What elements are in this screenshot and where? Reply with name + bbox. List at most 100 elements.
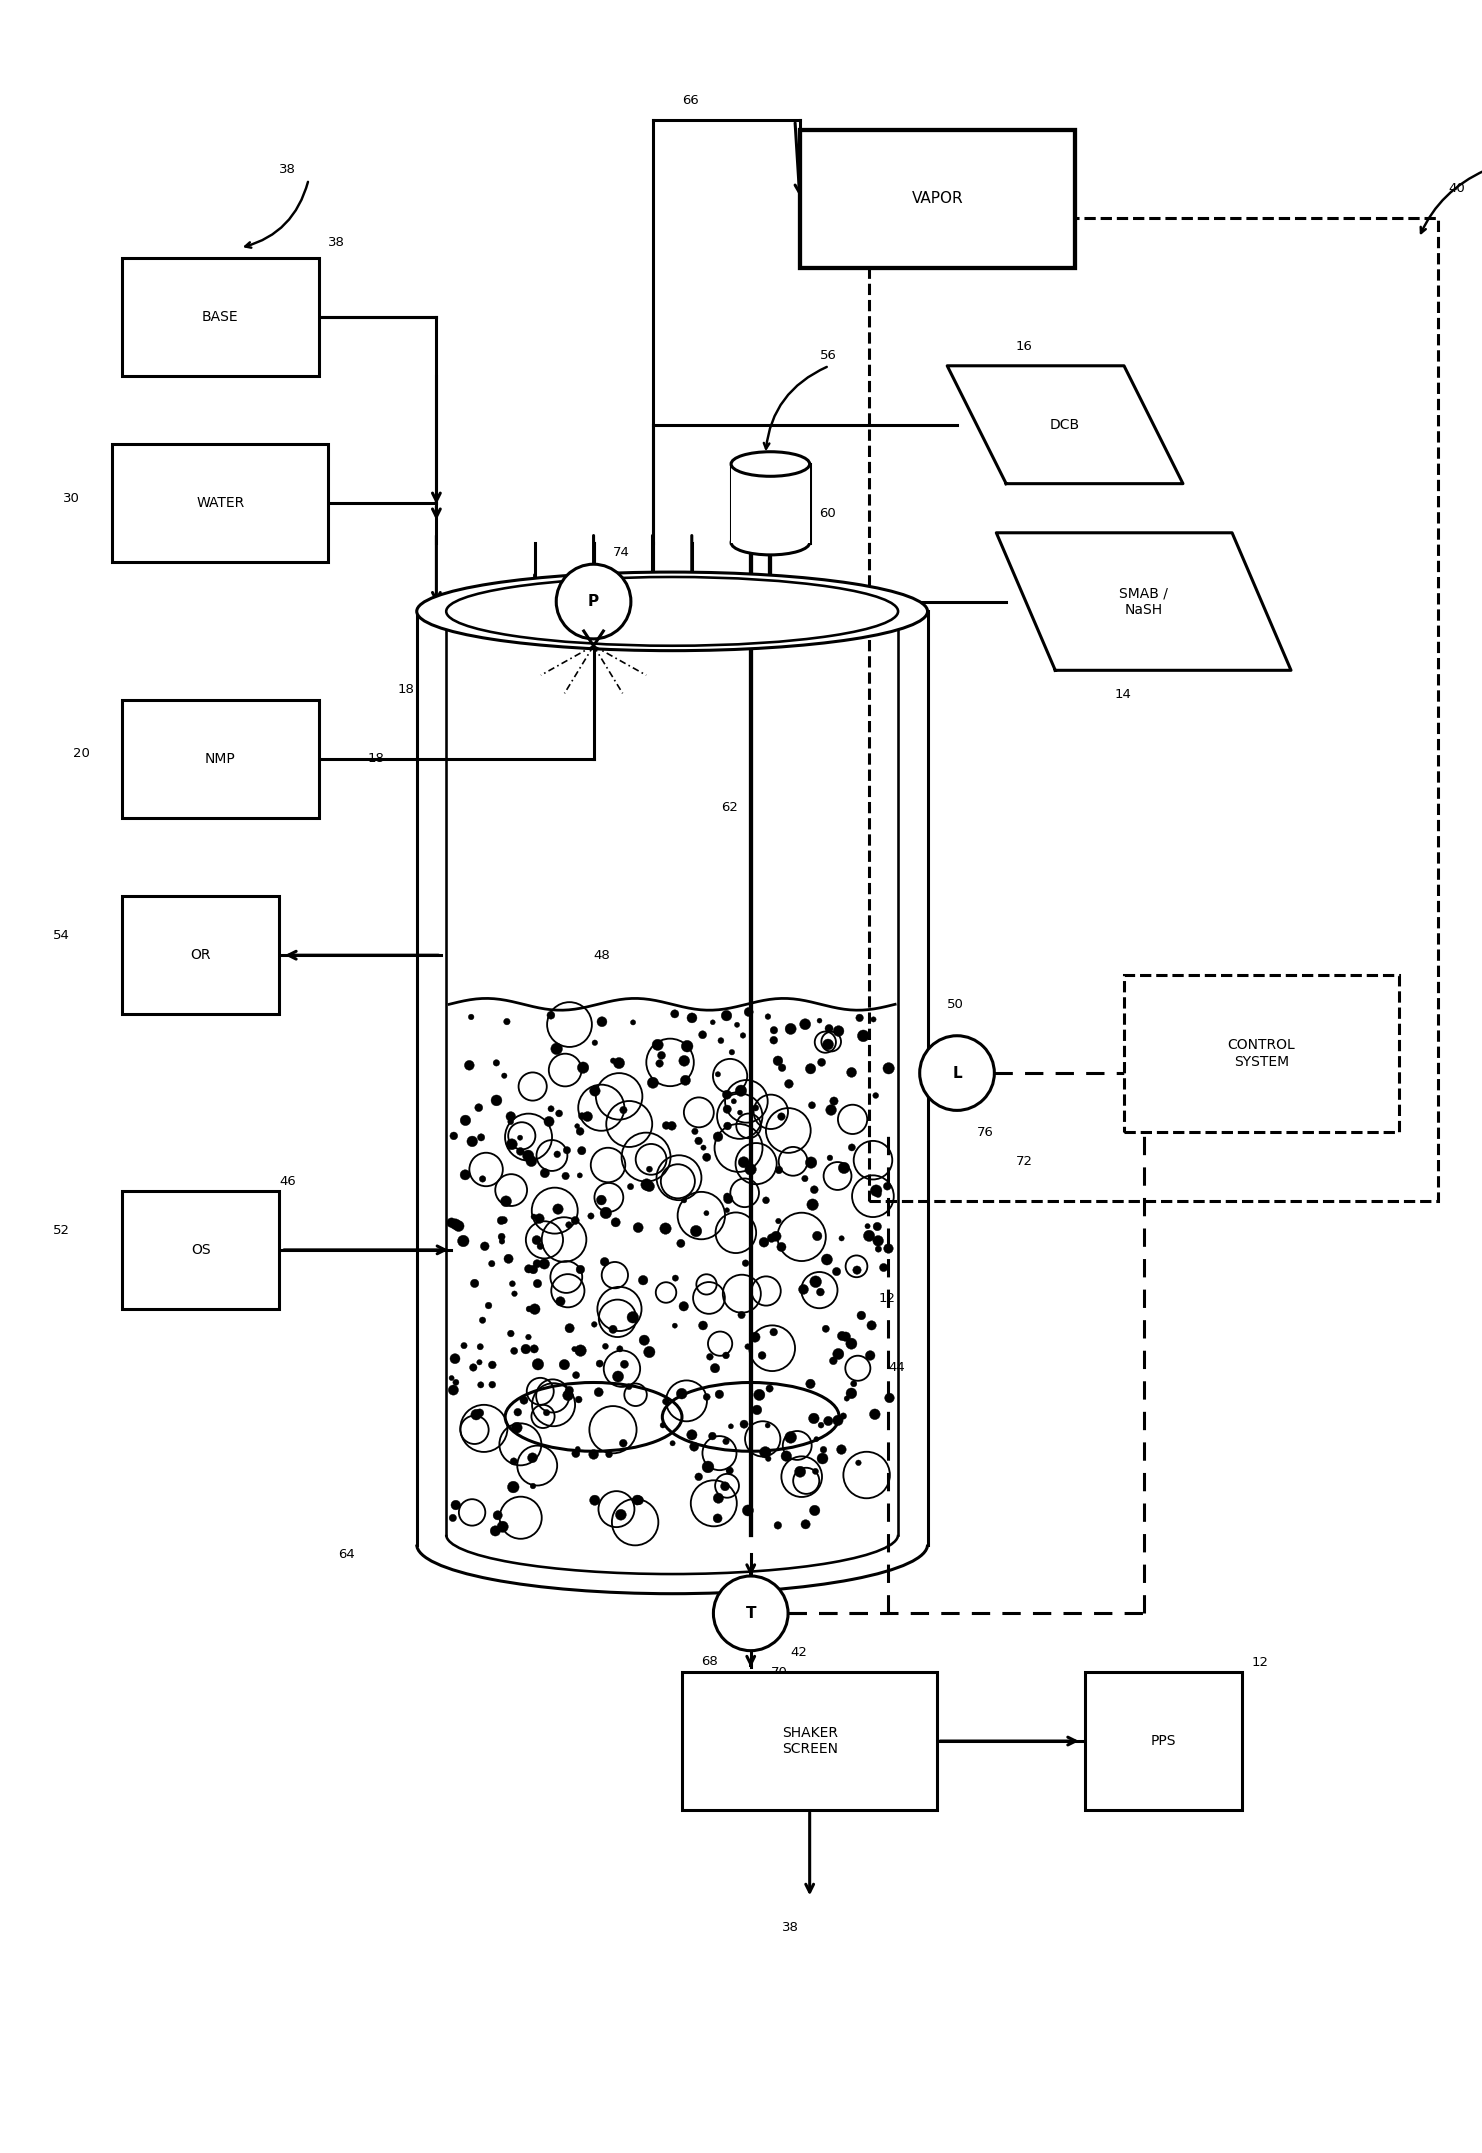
Circle shape <box>698 1031 707 1038</box>
Circle shape <box>710 1363 720 1374</box>
Circle shape <box>768 1234 777 1242</box>
Circle shape <box>529 1266 538 1275</box>
Circle shape <box>809 1412 820 1423</box>
Circle shape <box>553 1204 563 1214</box>
Circle shape <box>811 1186 818 1193</box>
Circle shape <box>507 1139 517 1150</box>
Circle shape <box>639 1275 648 1285</box>
Circle shape <box>717 1038 723 1044</box>
Circle shape <box>753 1406 762 1415</box>
Circle shape <box>458 1236 470 1247</box>
Circle shape <box>609 1326 617 1333</box>
Circle shape <box>659 1423 665 1427</box>
Circle shape <box>671 1010 679 1018</box>
Circle shape <box>725 1208 729 1212</box>
Text: 72: 72 <box>1017 1154 1033 1167</box>
Circle shape <box>491 1096 502 1107</box>
Circle shape <box>479 1318 486 1324</box>
Circle shape <box>544 1117 554 1126</box>
Circle shape <box>855 1014 864 1023</box>
Bar <box>1123 975 1399 1132</box>
Circle shape <box>738 1111 742 1115</box>
Circle shape <box>563 1391 574 1402</box>
Circle shape <box>735 1085 747 1096</box>
Circle shape <box>738 1311 745 1318</box>
Text: WATER: WATER <box>196 497 245 510</box>
Circle shape <box>799 1285 809 1294</box>
Circle shape <box>612 1371 624 1382</box>
Circle shape <box>659 1223 671 1234</box>
Circle shape <box>785 1432 796 1443</box>
Circle shape <box>526 1335 531 1339</box>
Circle shape <box>691 1225 702 1236</box>
Circle shape <box>720 1481 729 1490</box>
Text: 30: 30 <box>64 491 80 506</box>
Circle shape <box>517 1135 523 1141</box>
Bar <box>800 129 1074 267</box>
Circle shape <box>679 1303 689 1311</box>
Circle shape <box>704 1210 708 1216</box>
Circle shape <box>572 1449 579 1458</box>
Circle shape <box>662 1122 670 1130</box>
Circle shape <box>526 1307 532 1311</box>
Text: 66: 66 <box>682 95 698 108</box>
Circle shape <box>575 1395 582 1404</box>
Circle shape <box>806 1199 818 1210</box>
Circle shape <box>547 1012 554 1018</box>
Circle shape <box>781 1451 791 1462</box>
Text: 38: 38 <box>781 1920 799 1933</box>
Bar <box>868 217 1439 1201</box>
Circle shape <box>777 1242 785 1251</box>
Circle shape <box>514 1408 522 1417</box>
Circle shape <box>846 1068 857 1076</box>
Circle shape <box>508 1120 514 1124</box>
Circle shape <box>710 1021 716 1025</box>
Circle shape <box>639 1335 649 1346</box>
Circle shape <box>575 1346 587 1356</box>
Bar <box>122 258 319 375</box>
Circle shape <box>633 1223 643 1232</box>
Circle shape <box>477 1135 485 1141</box>
Circle shape <box>754 1389 765 1399</box>
Text: 60: 60 <box>820 506 836 519</box>
Circle shape <box>833 1025 843 1036</box>
Circle shape <box>800 1018 811 1029</box>
Circle shape <box>572 1346 576 1352</box>
Circle shape <box>821 1253 833 1266</box>
Circle shape <box>883 1182 891 1191</box>
Circle shape <box>873 1236 883 1247</box>
Circle shape <box>591 1322 597 1326</box>
Circle shape <box>745 1343 750 1350</box>
Circle shape <box>738 1156 750 1167</box>
Text: SHAKER
SCREEN: SHAKER SCREEN <box>781 1727 837 1757</box>
Circle shape <box>477 1382 485 1389</box>
Circle shape <box>818 1423 824 1427</box>
Circle shape <box>504 1018 510 1025</box>
Circle shape <box>858 1029 868 1042</box>
Circle shape <box>876 1247 882 1253</box>
Circle shape <box>556 1111 563 1117</box>
Circle shape <box>723 1104 732 1113</box>
Circle shape <box>510 1281 516 1287</box>
Text: 58: 58 <box>662 571 679 583</box>
Circle shape <box>489 1382 495 1389</box>
Circle shape <box>600 1257 609 1266</box>
Circle shape <box>870 1184 882 1197</box>
Circle shape <box>603 1343 609 1350</box>
Text: 70: 70 <box>771 1666 787 1679</box>
Text: 14: 14 <box>1114 689 1131 702</box>
Circle shape <box>531 1346 538 1352</box>
Circle shape <box>485 1303 492 1309</box>
Circle shape <box>453 1380 459 1384</box>
Circle shape <box>673 1275 679 1281</box>
Circle shape <box>879 1264 888 1272</box>
Circle shape <box>740 1421 748 1427</box>
Circle shape <box>775 1167 782 1173</box>
Bar <box>1085 1673 1242 1811</box>
Circle shape <box>449 1514 456 1522</box>
Circle shape <box>728 1423 734 1430</box>
Circle shape <box>765 1423 771 1427</box>
Circle shape <box>575 1447 581 1451</box>
Circle shape <box>846 1389 857 1399</box>
Circle shape <box>809 1277 821 1287</box>
